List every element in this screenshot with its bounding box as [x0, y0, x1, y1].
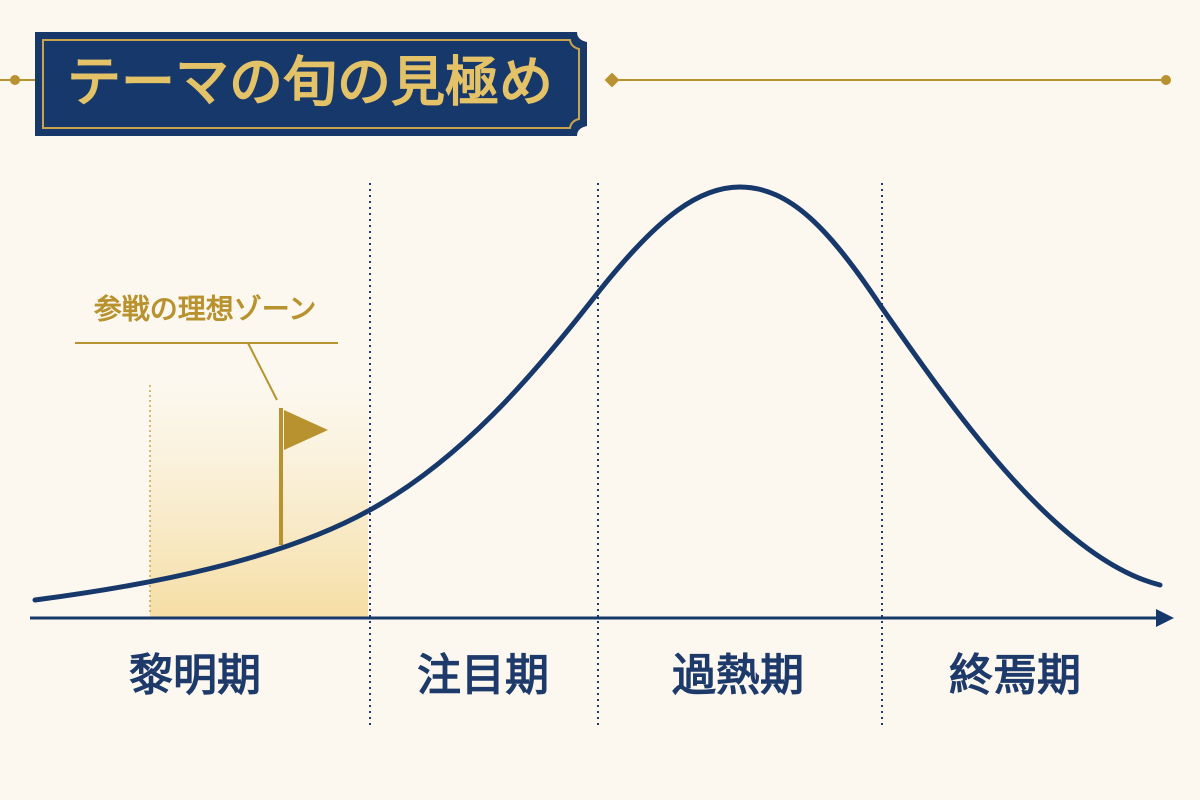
- annotation: 参戦の理想ゾーン: [94, 292, 317, 325]
- trend-curve: [32, 184, 1163, 603]
- flag: [284, 410, 328, 450]
- title: テーマの旬の見極め: [67, 52, 553, 112]
- title-banner: [35, 32, 587, 136]
- ideal-zone: [150, 385, 368, 617]
- title-frame: [42, 39, 580, 129]
- phase-dividers: [369, 183, 883, 728]
- phase-label: 終焉期: [949, 651, 1081, 700]
- phase-label: 過熱期: [672, 651, 804, 700]
- annotation-leader: [247, 342, 278, 401]
- title-ornament: [0, 72, 1171, 88]
- phase-label: 黎明期: [129, 651, 261, 700]
- phase-label: 注目期: [417, 651, 549, 700]
- axis-arrow: [1156, 609, 1174, 627]
